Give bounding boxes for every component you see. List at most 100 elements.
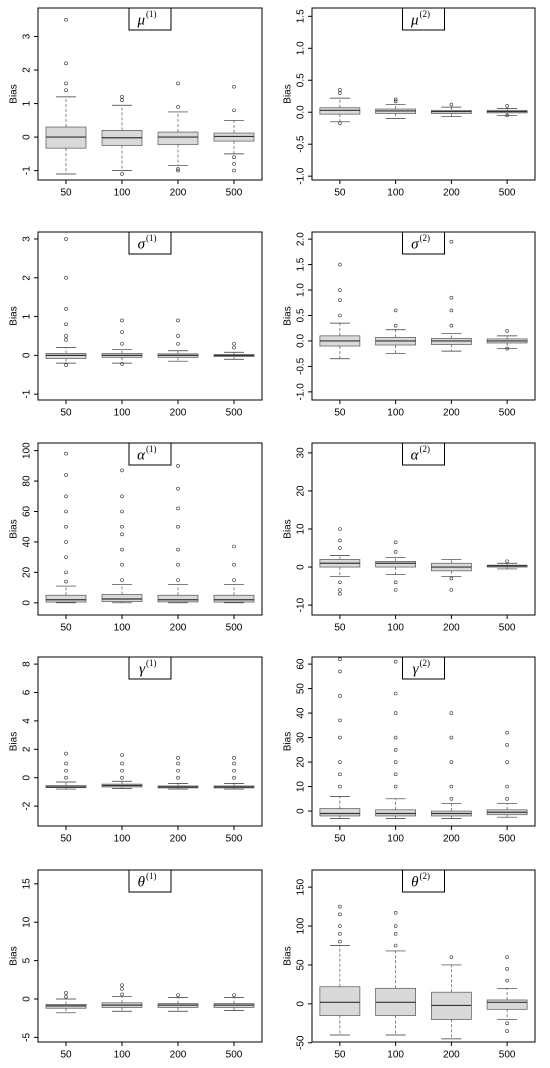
y-axis-label: Bias — [9, 306, 20, 325]
y-tick-label: 20 — [22, 566, 33, 578]
outlier — [64, 307, 68, 311]
y-tick-label: -1.0 — [296, 383, 307, 401]
y-tick-label: 0 — [296, 808, 307, 814]
y-tick-label: 50 — [296, 959, 307, 971]
x-tick-label: 500 — [499, 408, 516, 419]
y-tick-label: 0 — [22, 774, 33, 780]
outlier — [393, 772, 398, 777]
outlier — [232, 578, 236, 582]
title-superscript: (1) — [146, 444, 157, 454]
outlier — [120, 761, 124, 766]
outlier — [449, 784, 454, 789]
x-tick-label: 200 — [170, 1050, 187, 1061]
outlier — [393, 97, 398, 102]
outlier — [338, 784, 342, 789]
panel: Bias -1 0 1 2 3 50 100 200 500 σ (1) — [9, 231, 263, 419]
x-tick-label: 200 — [443, 408, 460, 419]
outlier — [449, 711, 454, 715]
x-tick-label: 50 — [334, 408, 346, 419]
plot-frame — [311, 7, 536, 181]
x-tick-label: 200 — [443, 188, 460, 199]
y-tick-label: 10 — [296, 523, 307, 535]
outlier — [120, 768, 124, 773]
outlier — [393, 550, 398, 554]
plot-frame — [37, 869, 263, 1043]
x-tick-label: 200 — [443, 623, 460, 634]
outlier — [64, 275, 68, 280]
panel: Bias 0 10 20 30 40 50 60 50 100 200 500 γ (2) — [283, 656, 536, 845]
outlier — [120, 524, 124, 529]
y-tick-label: -2 — [22, 801, 33, 810]
outlier — [64, 579, 68, 584]
outlier — [505, 967, 509, 971]
outlier — [176, 334, 180, 338]
outlier — [338, 262, 342, 267]
outlier — [120, 578, 124, 582]
outlier — [338, 939, 342, 944]
outlier — [505, 797, 509, 801]
y-tick-label: 4 — [22, 718, 33, 724]
outlier — [393, 784, 398, 789]
outlier — [393, 932, 398, 936]
outlier — [64, 338, 68, 342]
outlier — [338, 694, 342, 698]
outlier — [338, 298, 342, 303]
x-tick-label: 50 — [60, 408, 72, 419]
outlier — [64, 751, 68, 756]
panel: Bias -5 0 5 10 15 50 100 200 500 θ (1) — [9, 869, 263, 1061]
outlier — [64, 322, 68, 327]
x-tick-label: 200 — [443, 1050, 460, 1061]
box — [319, 986, 361, 1016]
outlier — [232, 761, 236, 766]
outlier — [338, 538, 342, 543]
outlier — [393, 924, 398, 928]
y-tick-label: -1 — [22, 389, 33, 398]
title-superscript: (1) — [146, 658, 157, 668]
outlier — [232, 562, 236, 567]
title-superscript: (1) — [146, 9, 157, 19]
outlier — [64, 334, 68, 338]
outlier — [120, 547, 124, 552]
y-tick-label: -0.5 — [296, 357, 307, 375]
outlier — [120, 562, 124, 567]
plot-frame — [311, 656, 536, 827]
outlier — [393, 691, 398, 696]
x-tick-label: 500 — [226, 834, 243, 845]
outlier — [338, 912, 342, 917]
outlier — [232, 155, 236, 160]
x-tick-label: 200 — [170, 623, 187, 634]
outlier — [338, 760, 342, 764]
y-tick-label: 0.0 — [296, 105, 307, 119]
y-tick-label: 3 — [22, 236, 33, 242]
outlier — [120, 753, 124, 757]
outlier — [64, 81, 68, 86]
outlier — [232, 775, 236, 780]
outlier — [338, 735, 342, 740]
title-superscript: (2) — [420, 233, 431, 243]
outlier — [232, 993, 236, 997]
title-box — [128, 442, 172, 466]
outlier — [505, 955, 509, 959]
x-tick-label: 500 — [499, 834, 516, 845]
outlier — [232, 768, 236, 773]
outlier — [176, 524, 180, 529]
box — [319, 808, 361, 817]
outlier — [338, 657, 342, 662]
outlier — [505, 760, 509, 764]
x-tick-label: 100 — [387, 1050, 404, 1061]
outlier — [338, 91, 342, 95]
outlier — [338, 580, 342, 585]
outlier — [505, 104, 509, 108]
x-tick-label: 50 — [334, 188, 346, 199]
outlier — [338, 904, 342, 909]
outlier — [393, 911, 398, 915]
title-superscript: (2) — [420, 9, 431, 19]
outlier — [338, 932, 342, 936]
outlier — [393, 540, 398, 545]
x-tick-label: 50 — [60, 188, 72, 199]
outlier — [120, 983, 124, 987]
y-tick-label: 10 — [22, 916, 33, 928]
outlier — [64, 524, 68, 529]
outlier — [505, 784, 509, 789]
